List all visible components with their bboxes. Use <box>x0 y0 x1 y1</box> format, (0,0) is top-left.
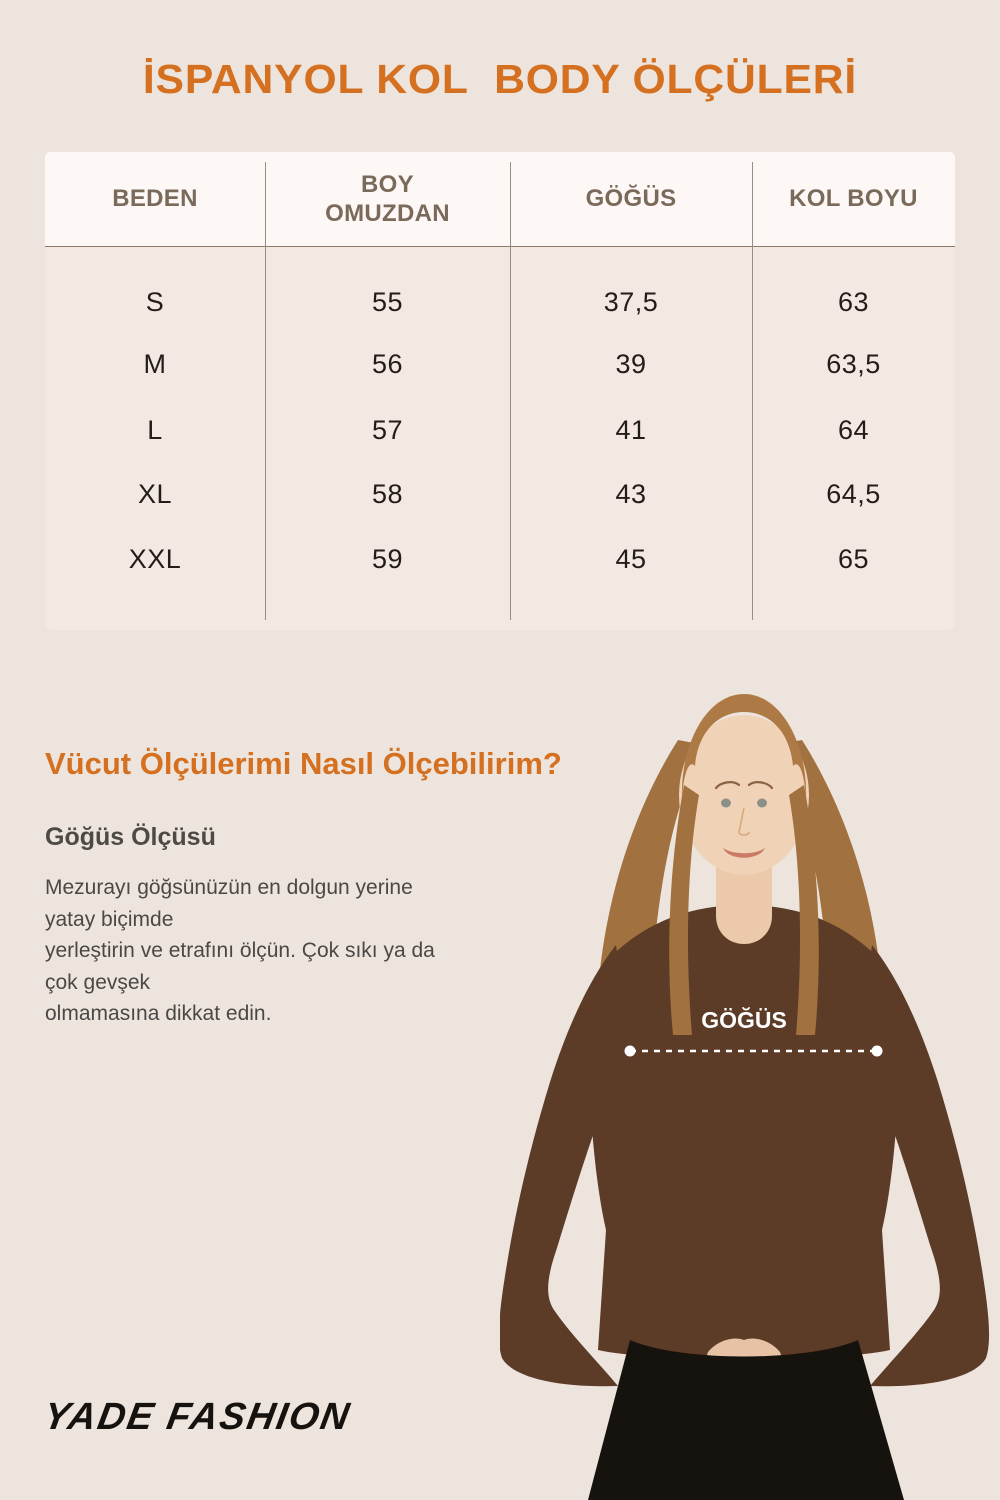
svg-text:GÖĞÜS: GÖĞÜS <box>701 1006 787 1033</box>
